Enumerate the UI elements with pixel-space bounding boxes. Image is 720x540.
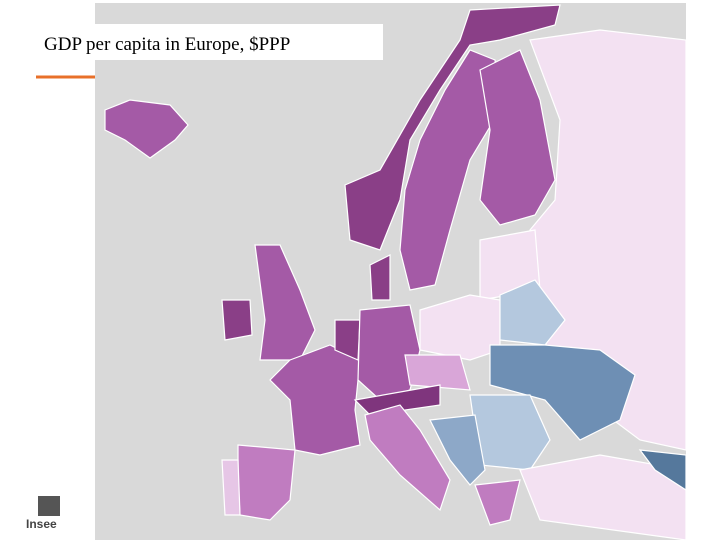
central-europe (404, 354, 471, 391)
sweden (399, 49, 501, 291)
title-box (36, 24, 383, 60)
ireland (221, 299, 253, 341)
iceland (104, 99, 189, 159)
ukraine (489, 344, 636, 441)
uk (254, 244, 316, 361)
germany (357, 304, 421, 401)
denmark (369, 254, 391, 301)
title: GDP per capita in Europe, $PPP (44, 34, 290, 55)
norway (344, 4, 561, 251)
turkey (519, 454, 687, 540)
portugal (221, 459, 241, 516)
alpine (353, 384, 441, 416)
italy (364, 404, 451, 512)
countries (104, 4, 687, 540)
belarus (499, 279, 566, 346)
greece (474, 479, 521, 526)
caucasus (638, 449, 687, 492)
logo-text: Insee (26, 517, 57, 531)
balkans (429, 414, 486, 486)
finland (479, 49, 556, 226)
logo-icon (38, 496, 60, 516)
